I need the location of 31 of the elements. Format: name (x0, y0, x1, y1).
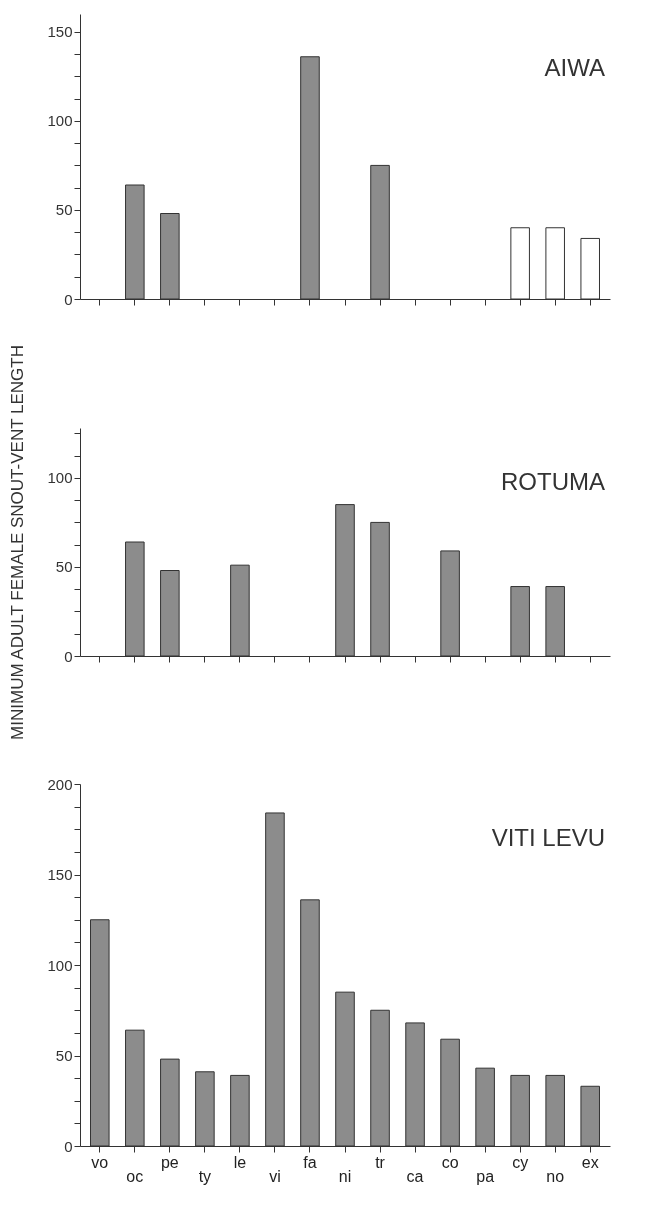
x-tick-label: le (233, 1153, 247, 1171)
y-tick-label: 100 (47, 956, 73, 974)
annotation: AIWA (544, 54, 605, 81)
x-tick-label: tr (375, 1153, 386, 1171)
y-tick-label: 50 (55, 1047, 73, 1064)
x-tick-label: cy (512, 1153, 529, 1171)
y-tick-label: 150 (47, 866, 73, 883)
y-axis-title: MINIMUM ADULT FEMALE SNOUT-VENT LENGTH (8, 345, 28, 740)
y-tick-label: 50 (55, 201, 73, 219)
x-tick-label: vi (269, 1167, 281, 1185)
x-tick-label: fa (303, 1153, 317, 1171)
x-tick-label: co (441, 1153, 459, 1171)
y-tick-label: 100 (47, 469, 73, 487)
x-tick-label: ex (581, 1153, 599, 1171)
x-tick-label: oc (126, 1167, 144, 1185)
x-tick-label: pa (476, 1167, 495, 1185)
y-tick-label: 100 (47, 112, 73, 130)
y-tick-label: 0 (64, 647, 73, 665)
x-tick-label: ty (198, 1167, 212, 1185)
y-tick-label: 150 (47, 23, 73, 41)
x-tick-label: vo (91, 1153, 109, 1171)
x-tick-label: ca (406, 1167, 424, 1185)
annotation: VITI LEVU (491, 824, 605, 851)
x-tick-label: pe (160, 1153, 179, 1171)
y-tick-label: 0 (64, 1137, 73, 1155)
x-tick-label: ni (338, 1167, 352, 1185)
annotation: ROTUMA (501, 468, 605, 495)
y-tick-label: 200 (47, 775, 73, 793)
x-tick-label: no (546, 1167, 565, 1185)
y-tick-label: 50 (55, 558, 73, 576)
y-tick-label: 0 (64, 290, 73, 308)
